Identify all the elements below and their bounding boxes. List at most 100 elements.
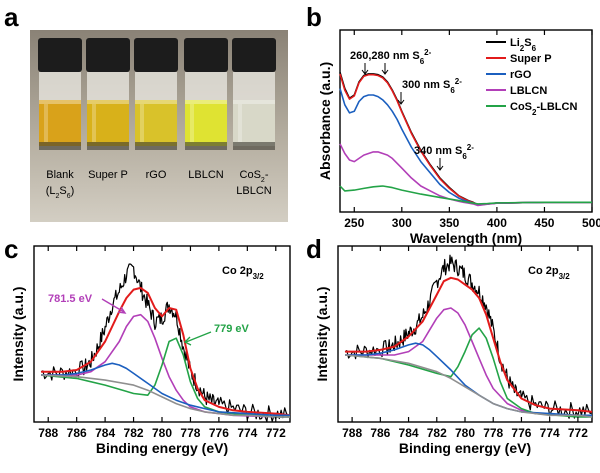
xps-d-x-tick-label: 788 xyxy=(342,426,362,440)
xps-d-fit-curve xyxy=(345,276,593,413)
vial-base xyxy=(185,142,227,150)
xps-c-x-tick-label: 778 xyxy=(180,426,200,440)
xps-d-fit-curve xyxy=(345,327,592,418)
xps-c-title: Co 2p3/2 xyxy=(222,265,264,281)
xps-c-fit-curve xyxy=(41,313,290,418)
xps-d-x-axis-label: Binding energy (eV) xyxy=(399,440,531,456)
xps-d-y-axis-label: Intensity (a.u.) xyxy=(314,287,330,382)
annotation-arrow-head xyxy=(381,69,389,75)
peak-annotation-779: 779 eV xyxy=(214,323,250,335)
vial-meniscus xyxy=(233,100,275,104)
vial-neck xyxy=(39,72,81,80)
vial-air xyxy=(135,80,177,100)
xps-c-x-tick-label: 786 xyxy=(67,426,87,440)
vial-base xyxy=(39,142,81,150)
vial-air xyxy=(233,80,275,100)
xps-d-fit-curve xyxy=(345,307,592,417)
vial-neck xyxy=(185,72,227,80)
annotation-arrow-head xyxy=(436,165,444,171)
vial-highlight xyxy=(140,104,144,142)
vial-liquid xyxy=(135,100,177,146)
xps-d-x-tick-label: 786 xyxy=(370,426,390,440)
xps-c-x-tick-label: 772 xyxy=(266,426,286,440)
vial-neck xyxy=(87,72,129,80)
uvvis-series-line xyxy=(339,143,592,207)
vial-neck xyxy=(135,72,177,80)
uvvis-x-tick-label: 350 xyxy=(439,216,459,230)
vial-label-line2: (L2S6) xyxy=(46,185,75,200)
vial-cap xyxy=(232,38,276,72)
uvvis-series-line xyxy=(339,72,592,206)
vial-label-line2: LBLCN xyxy=(236,185,272,197)
vial-cap xyxy=(134,38,178,72)
uvvis-x-tick-label: 400 xyxy=(487,216,507,230)
xps-c-x-tick-label: 788 xyxy=(38,426,58,440)
xps-c-x-tick-label: 776 xyxy=(209,426,229,440)
vial-air xyxy=(185,80,227,100)
uvvis-series-line xyxy=(339,73,592,206)
vial-label: rGO xyxy=(146,169,167,181)
vial-label: Blank xyxy=(46,169,74,181)
panel-letter-b: b xyxy=(306,2,322,32)
xps-c-x-tick-label: 782 xyxy=(124,426,144,440)
vial-air xyxy=(39,80,81,100)
uvvis-annotation: 260,280 nm S62- xyxy=(350,48,432,66)
peak-annotation-arrow-head xyxy=(117,306,127,314)
xps-c-fit-curve xyxy=(41,374,290,418)
vial-base xyxy=(233,142,275,150)
annotation-arrow-head xyxy=(361,69,369,75)
vial-liquid xyxy=(185,100,227,146)
vial-label: Super P xyxy=(88,169,128,181)
legend-entry-label: rGO xyxy=(510,69,532,81)
legend-entry-label: CoS2-LBLCN xyxy=(510,101,577,117)
xps-c-x-tick-label: 780 xyxy=(152,426,172,440)
vial-meniscus xyxy=(135,100,177,104)
xps-c-x-tick-label: 784 xyxy=(95,426,115,440)
xps-d-fit-curve xyxy=(345,354,593,418)
xps-d-x-tick-label: 778 xyxy=(483,426,503,440)
xps-d-raw-data xyxy=(344,254,593,419)
uvvis-x-tick-label: 250 xyxy=(344,216,364,230)
peak-annotation-arrow xyxy=(185,331,212,343)
uvvis-series-line xyxy=(339,185,592,205)
vial-cap xyxy=(184,38,228,72)
vial-neck xyxy=(233,72,275,80)
annotation-arrow-head xyxy=(397,99,405,105)
vial-air xyxy=(87,80,129,100)
vial-cap xyxy=(86,38,130,72)
xps-c-x-tick-label: 774 xyxy=(237,426,257,440)
uvvis-x-tick-label: 450 xyxy=(534,216,554,230)
xps-c-fit-curve xyxy=(41,286,291,417)
uvvis-annotation: 340 nm S62- xyxy=(414,143,474,161)
legend-entry-label: LBLCN xyxy=(510,85,547,97)
peak-annotation-arrow-head xyxy=(183,336,192,346)
vial-base xyxy=(135,142,177,150)
xps-d-title: Co 2p3/2 xyxy=(528,265,570,281)
legend-entry-label: Super P xyxy=(510,53,552,65)
uvvis-annotation: 300 nm S62- xyxy=(402,77,462,95)
xps-d-x-tick-label: 772 xyxy=(568,426,588,440)
xps-d-x-tick-label: 780 xyxy=(455,426,475,440)
xps-d-x-tick-label: 784 xyxy=(399,426,419,440)
panel-letter-a: a xyxy=(4,2,19,32)
vial-label: LBLCN xyxy=(188,169,224,181)
xps-d-x-tick-label: 776 xyxy=(511,426,531,440)
vial-liquid xyxy=(233,100,275,146)
peak-annotation-781-5: 781.5 eV xyxy=(48,293,93,305)
vial-base xyxy=(87,142,129,150)
vial-highlight xyxy=(190,104,194,142)
uvvis-x-tick-label: 300 xyxy=(392,216,412,230)
vial-liquid xyxy=(87,100,129,146)
uvvis-x-axis-label: Wavelength (nm) xyxy=(410,230,522,246)
xps-c-x-axis-label: Binding energy (eV) xyxy=(96,440,228,456)
legend-entry-label: Li2S6 xyxy=(510,37,537,53)
vial-highlight xyxy=(238,104,242,142)
vial-meniscus xyxy=(39,100,81,104)
uvvis-x-tick-label: 500 xyxy=(582,216,600,230)
uvvis-plot-frame xyxy=(339,29,593,213)
xps-c-y-axis-label: Intensity (a.u.) xyxy=(10,287,26,382)
uvvis-y-axis-label: Absorbance (a.u.) xyxy=(317,62,333,180)
